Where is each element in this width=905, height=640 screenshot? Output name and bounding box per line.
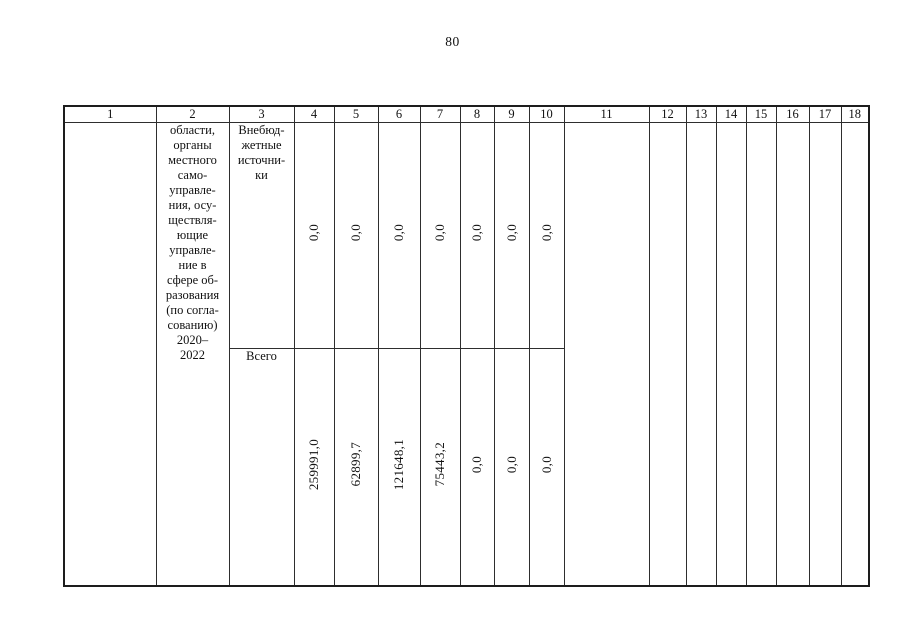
empty-cell-col11 (563, 122, 650, 586)
header-cell-11: 11 (563, 105, 650, 123)
header-cell-8: 8 (459, 105, 495, 123)
empty-cell-col15 (745, 122, 777, 586)
rotated-value: 0,0 (538, 455, 554, 473)
table-row-total: Всего 259991,0 62899,7 121648,1 75443,2 … (64, 348, 869, 586)
value-cell-col8-row1: 0,0 (459, 122, 495, 349)
header-cell-1: 1 (63, 105, 157, 123)
value-cell-col6-row1: 0,0 (377, 122, 421, 349)
rotated-value: 0,0 (432, 224, 447, 242)
header-cell-4: 4 (293, 105, 335, 123)
funding-source-cell: Внебюд- жетные источни- ки (228, 122, 295, 349)
rotated-value: 0,0 (348, 224, 363, 242)
rotated-value: 259991,0 (306, 438, 321, 490)
header-cell-7: 7 (419, 105, 461, 123)
value-cell-col4-row1: 0,0 (293, 122, 335, 349)
empty-cell-col14 (715, 122, 747, 586)
header-cell-12: 12 (648, 105, 687, 123)
value-cell-col10-row1: 0,0 (528, 122, 565, 349)
page-number: 80 (445, 34, 460, 49)
table-row-extrabudget: области, органы местного само- управле- … (63, 122, 870, 586)
header-cell-18: 18 (840, 105, 870, 123)
empty-cell-col17 (808, 122, 842, 586)
table-header-row: 1 2 3 4 5 6 7 8 9 10 11 12 13 14 15 16 1… (63, 105, 870, 123)
rotated-value: 0,0 (538, 224, 554, 242)
rotated-value: 0,0 (469, 455, 484, 473)
header-cell-17: 17 (808, 105, 842, 123)
header-cell-16: 16 (775, 105, 810, 123)
value-cell-col7-row2: 75443,2 (419, 348, 461, 586)
value-cell-col4-row2: 259991,0 (293, 348, 335, 586)
value-cell-col6-row2: 121648,1 (377, 348, 421, 586)
header-cell-10: 10 (528, 105, 565, 123)
empty-cell-col12 (648, 122, 687, 586)
value-cell-col10-row2: 0,0 (528, 348, 565, 586)
rotated-value: 0,0 (469, 224, 484, 242)
header-cell-3: 3 (228, 105, 295, 123)
rotated-value: 62899,7 (348, 442, 363, 487)
value-cell-col8-row2: 0,0 (459, 348, 495, 586)
empty-cell-col16 (775, 122, 810, 586)
value-cell-col5-row1: 0,0 (333, 122, 379, 349)
rotated-value: 0,0 (503, 455, 519, 473)
header-cell-14: 14 (715, 105, 747, 123)
empty-cell-col1 (63, 122, 157, 586)
value-cell-col9-row1: 0,0 (493, 122, 530, 349)
header-cell-15: 15 (745, 105, 777, 123)
header-cell-2: 2 (155, 105, 230, 123)
header-cell-5: 5 (333, 105, 379, 123)
executor-cell: области, органы местного само- управле- … (155, 122, 230, 586)
empty-cell-col18 (840, 122, 870, 586)
header-cell-9: 9 (493, 105, 530, 123)
rotated-value: 0,0 (503, 224, 519, 242)
value-cell-col7-row1: 0,0 (419, 122, 461, 349)
total-label-cell: Всего (228, 348, 295, 586)
empty-cell-col13 (685, 122, 717, 586)
header-cell-13: 13 (685, 105, 717, 123)
header-cell-6: 6 (377, 105, 421, 123)
rotated-value: 75443,2 (432, 442, 447, 487)
value-cell-col9-row2: 0,0 (493, 348, 530, 586)
rotated-value: 0,0 (391, 224, 406, 242)
budget-table: 1 2 3 4 5 6 7 8 9 10 11 12 13 14 15 16 1… (63, 105, 870, 587)
rotated-value: 0,0 (306, 224, 321, 242)
rotated-value: 121648,1 (391, 438, 406, 490)
value-cell-col5-row2: 62899,7 (333, 348, 379, 586)
